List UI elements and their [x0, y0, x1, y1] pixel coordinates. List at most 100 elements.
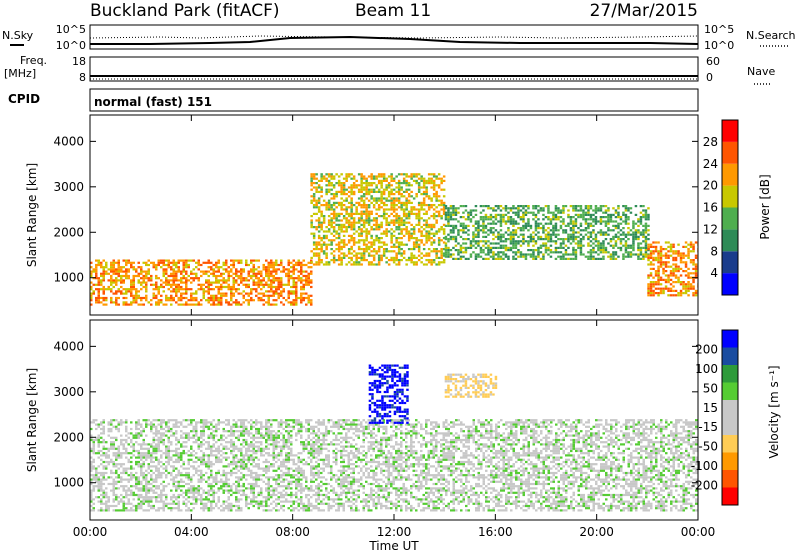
echo-cell	[112, 419, 115, 422]
echo-cell	[380, 226, 383, 229]
echo-cell	[612, 253, 615, 256]
echo-cell	[122, 463, 125, 466]
echo-cell	[347, 234, 351, 237]
echo-cell	[135, 292, 138, 295]
echo-cell	[322, 250, 326, 253]
echo-cell	[120, 509, 123, 512]
echo-cell	[544, 246, 548, 249]
echo-cell	[537, 224, 540, 227]
echo-cell	[185, 292, 188, 295]
echo-cell	[347, 173, 351, 176]
echo-cell	[449, 235, 453, 238]
echo-cell	[549, 240, 553, 243]
echo-cell	[320, 245, 323, 248]
echo-cell	[415, 208, 418, 211]
echo-cell	[385, 188, 388, 191]
echo-cell	[659, 278, 663, 281]
echo-cell	[435, 210, 438, 213]
echo-cell	[107, 476, 110, 479]
echo-cell	[285, 272, 288, 275]
echo-cell	[110, 443, 113, 446]
echo-cell	[402, 256, 406, 259]
echo-cell	[165, 445, 168, 448]
echo-cell	[205, 507, 208, 510]
echo-cell	[504, 220, 508, 223]
echo-cell	[155, 487, 158, 490]
echo-cell	[549, 229, 553, 232]
echo-cell	[547, 222, 550, 225]
echo-cell	[255, 294, 258, 297]
echo-cell	[112, 281, 115, 284]
echo-cell	[137, 261, 140, 264]
echo-cell	[327, 182, 331, 185]
echo-cell	[390, 193, 393, 196]
echo-cell	[120, 268, 123, 271]
echo-cell	[220, 279, 223, 282]
echo-cell	[694, 289, 698, 292]
echo-cell	[137, 436, 140, 439]
echo-cell	[402, 204, 406, 207]
echo-cell	[502, 240, 505, 243]
echo-cell	[514, 222, 518, 225]
echo-cell	[509, 207, 513, 210]
echo-cell	[192, 507, 195, 510]
echo-cell	[260, 292, 263, 295]
echo-cell	[242, 277, 245, 280]
echo-cell	[340, 226, 343, 229]
echo-cell	[452, 211, 455, 214]
echo-cell	[604, 220, 608, 223]
echo-cell	[629, 253, 633, 256]
echo-cell	[360, 248, 363, 251]
echo-cell	[272, 261, 275, 264]
echo-cell	[417, 230, 421, 233]
echo-cell	[370, 197, 373, 200]
echo-cell	[100, 432, 103, 435]
echo-cell	[532, 213, 535, 216]
echo-cell	[157, 445, 160, 448]
echo-cell	[125, 502, 128, 505]
echo-cell	[609, 218, 613, 221]
echo-cell	[477, 244, 480, 247]
echo-cell	[657, 278, 660, 281]
echo-cell	[157, 463, 160, 466]
echo-cell	[300, 281, 303, 284]
echo-cell	[332, 261, 336, 264]
echo-cell	[172, 268, 175, 271]
echo-cell	[462, 222, 465, 225]
echo-cell	[437, 199, 441, 202]
echo-cell	[207, 427, 210, 431]
echo-cell	[117, 463, 120, 466]
echo-cell	[115, 419, 118, 422]
echo-cell	[127, 509, 130, 512]
echo-cell	[270, 283, 273, 286]
echo-cell	[110, 430, 113, 433]
echo-cell	[499, 216, 503, 219]
echo-cell	[115, 279, 118, 282]
echo-cell	[574, 222, 578, 225]
echo-cell	[132, 498, 135, 501]
echo-cell	[350, 226, 353, 229]
echo-cell	[512, 220, 515, 223]
echo-cell	[272, 274, 275, 278]
echo-cell	[417, 217, 421, 220]
echo-cell	[539, 246, 543, 249]
echo-cell	[407, 188, 411, 191]
echo-cell	[140, 425, 143, 428]
echo-cell	[115, 471, 118, 475]
echo-cell	[397, 217, 401, 220]
echo-cell	[684, 285, 688, 288]
echo-cell	[330, 182, 333, 185]
echo-cell	[614, 227, 618, 230]
echo-cell	[227, 471, 230, 475]
echo-cell	[444, 224, 448, 227]
echo-cell	[95, 266, 98, 269]
echo-cell	[117, 279, 120, 282]
echo-cell	[115, 482, 118, 486]
echo-cell	[542, 238, 545, 241]
echo-cell	[257, 266, 260, 269]
echo-cell	[687, 294, 690, 297]
echo-cell	[157, 496, 160, 499]
echo-cell	[572, 253, 575, 256]
echo-cell	[340, 208, 343, 211]
echo-cell	[444, 251, 448, 254]
